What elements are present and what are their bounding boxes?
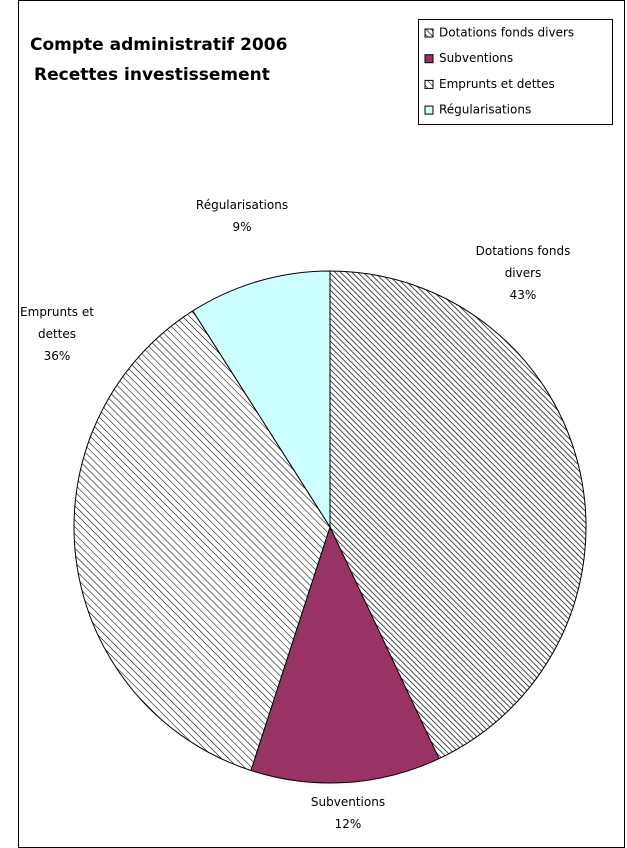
legend-swatch bbox=[424, 105, 434, 115]
slice-label-value: 12% bbox=[334, 817, 362, 831]
slice-label-name: Subventions bbox=[310, 795, 386, 809]
legend-box bbox=[418, 19, 613, 125]
pie-slice bbox=[250, 525, 440, 784]
slice-label-value: 36% bbox=[43, 349, 71, 363]
slice-label: Subventions 12% bbox=[293, 791, 403, 835]
slice-label-value: 43% bbox=[509, 288, 537, 302]
slice-label: Régularisations 9% bbox=[187, 194, 297, 238]
legend-label: Emprunts et dettes bbox=[439, 77, 555, 91]
slice-label-name: Régularisations bbox=[195, 198, 289, 212]
slice-label: Dotations fonds divers 43% bbox=[463, 240, 583, 306]
slice-label-name: Dotations fonds divers bbox=[475, 244, 571, 280]
slice-label-box: Subventions 12% bbox=[293, 791, 403, 835]
pie-slice bbox=[329, 270, 587, 760]
slice-label-box: Dotations fonds divers 43% bbox=[463, 240, 583, 306]
legend-label: Régularisations bbox=[439, 103, 531, 117]
legend-label: Subventions bbox=[439, 51, 513, 65]
slice-label-box: Emprunts et dettes 36% bbox=[7, 301, 107, 367]
slice-label-value: 9% bbox=[232, 220, 252, 234]
legend-label: Dotations fonds divers bbox=[439, 26, 574, 40]
slice-label-name: Emprunts et dettes bbox=[20, 305, 94, 341]
pie-slice bbox=[192, 270, 331, 529]
legend-swatch bbox=[424, 28, 434, 38]
chart-title: Compte administratif 2006 bbox=[30, 35, 287, 55]
slice-label: Emprunts et dettes 36% bbox=[7, 301, 107, 367]
legend-swatch bbox=[424, 54, 434, 64]
chart-subtitle: Recettes investissement bbox=[34, 65, 270, 85]
legend-swatch bbox=[424, 79, 434, 89]
slice-label-box: Régularisations 9% bbox=[187, 194, 297, 238]
pie-slice bbox=[73, 310, 331, 772]
